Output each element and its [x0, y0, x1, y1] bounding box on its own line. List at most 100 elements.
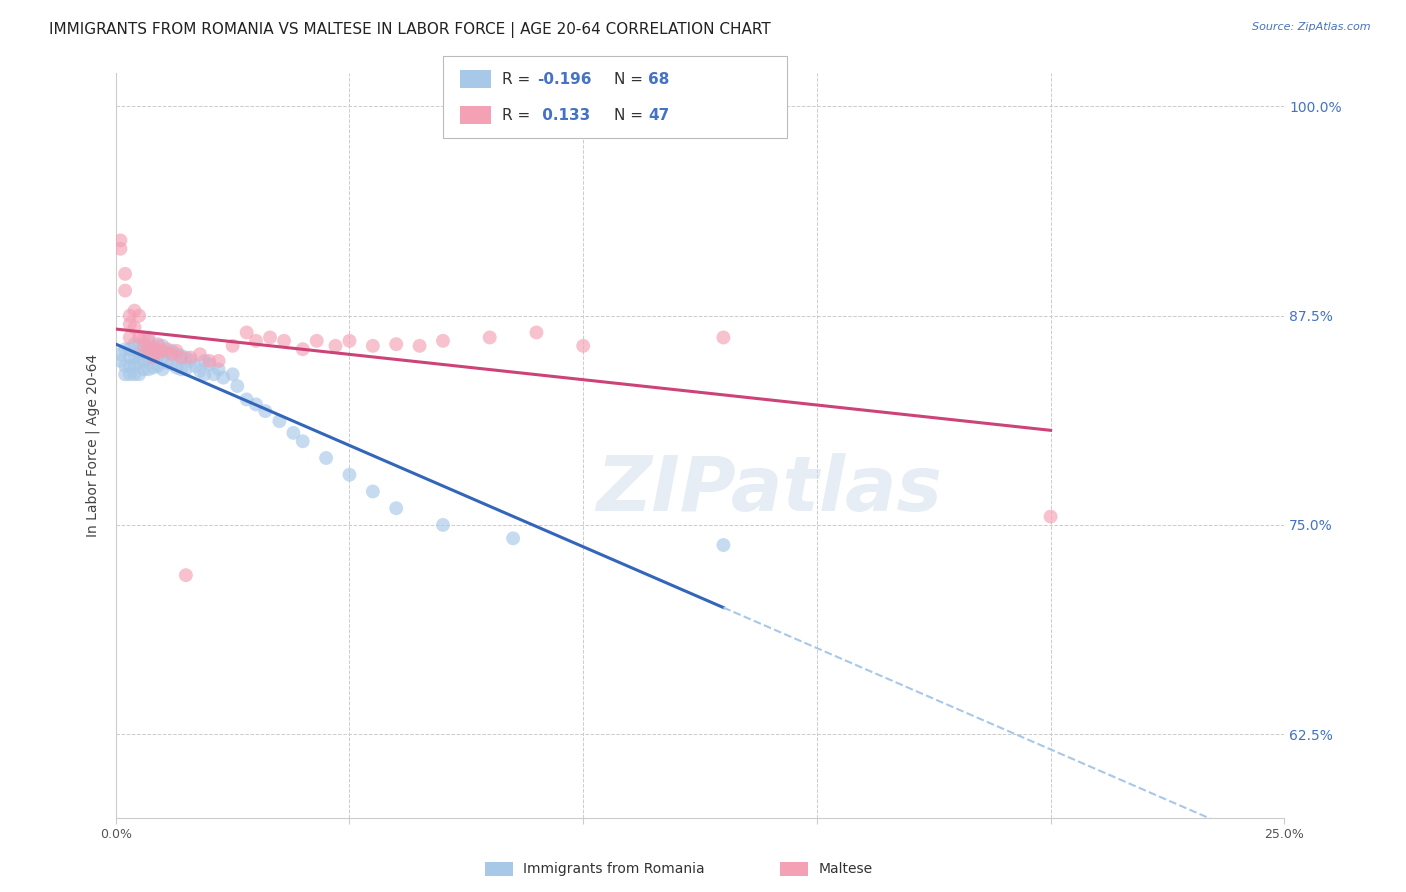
- Point: [170, 349, 193, 363]
- Point: [118, 359, 141, 373]
- Point: [128, 339, 150, 353]
- Point: [128, 347, 150, 361]
- Point: [152, 351, 174, 365]
- Point: [152, 339, 174, 353]
- Text: 0.133: 0.133: [537, 108, 591, 123]
- Point: [118, 309, 141, 323]
- Point: [160, 357, 183, 371]
- Point: [273, 334, 295, 348]
- Point: [408, 339, 430, 353]
- Point: [283, 425, 305, 440]
- Point: [361, 484, 384, 499]
- Point: [245, 334, 267, 348]
- Text: Source: ZipAtlas.com: Source: ZipAtlas.com: [1253, 22, 1371, 32]
- Point: [146, 339, 169, 353]
- Point: [114, 359, 136, 373]
- Point: [170, 351, 193, 365]
- Point: [478, 330, 501, 344]
- Point: [118, 368, 141, 382]
- Point: [124, 351, 146, 365]
- Point: [572, 339, 595, 353]
- Point: [114, 368, 136, 382]
- Point: [315, 450, 337, 465]
- Point: [160, 343, 183, 358]
- Point: [385, 337, 408, 351]
- Point: [128, 368, 150, 382]
- Text: R =: R =: [502, 108, 536, 123]
- Point: [114, 342, 136, 356]
- Point: [291, 434, 314, 449]
- Text: ZIPatlas: ZIPatlas: [598, 453, 943, 527]
- Point: [207, 354, 229, 368]
- Point: [174, 568, 197, 582]
- Text: IMMIGRANTS FROM ROMANIA VS MALTESE IN LABOR FORCE | AGE 20-64 CORRELATION CHART: IMMIGRANTS FROM ROMANIA VS MALTESE IN LA…: [49, 22, 770, 38]
- Point: [207, 362, 229, 376]
- Point: [152, 343, 174, 358]
- Point: [132, 345, 155, 359]
- Point: [110, 347, 132, 361]
- Point: [142, 349, 165, 363]
- Point: [142, 341, 165, 355]
- Text: N =: N =: [614, 108, 648, 123]
- Point: [180, 354, 202, 368]
- Point: [166, 360, 188, 375]
- Point: [146, 349, 169, 363]
- Point: [194, 368, 217, 382]
- Point: [132, 362, 155, 376]
- Point: [526, 326, 548, 340]
- Point: [142, 341, 165, 355]
- Text: 47: 47: [648, 108, 669, 123]
- Point: [114, 284, 136, 298]
- Point: [174, 362, 197, 376]
- Point: [156, 355, 179, 369]
- Point: [132, 354, 155, 368]
- Point: [156, 342, 179, 356]
- Point: [259, 330, 281, 344]
- Point: [305, 334, 328, 348]
- Point: [339, 467, 361, 482]
- Point: [128, 355, 150, 369]
- Point: [128, 309, 150, 323]
- Text: Immigrants from Romania: Immigrants from Romania: [523, 862, 704, 876]
- Point: [188, 347, 211, 361]
- Text: R =: R =: [502, 71, 536, 87]
- Point: [118, 351, 141, 365]
- Point: [166, 343, 188, 358]
- Point: [138, 342, 160, 356]
- Point: [132, 341, 155, 355]
- Point: [254, 404, 277, 418]
- Text: Maltese: Maltese: [818, 862, 872, 876]
- Point: [432, 334, 454, 348]
- Text: 68: 68: [648, 71, 669, 87]
- Y-axis label: In Labor Force | Age 20-64: In Labor Force | Age 20-64: [86, 354, 100, 537]
- Point: [212, 370, 235, 384]
- Point: [166, 347, 188, 361]
- Point: [124, 337, 146, 351]
- Point: [325, 339, 347, 353]
- Point: [128, 330, 150, 344]
- Point: [291, 342, 314, 356]
- Point: [221, 339, 243, 353]
- Point: [202, 368, 225, 382]
- Point: [269, 414, 291, 428]
- Point: [138, 362, 160, 376]
- Point: [184, 359, 207, 373]
- Point: [124, 320, 146, 334]
- Point: [502, 532, 524, 546]
- Point: [174, 351, 197, 365]
- Point: [156, 345, 179, 359]
- Point: [152, 362, 174, 376]
- Point: [180, 351, 202, 365]
- Point: [114, 267, 136, 281]
- Point: [713, 538, 735, 552]
- Point: [124, 359, 146, 373]
- Point: [138, 342, 160, 356]
- Point: [142, 360, 165, 375]
- Point: [110, 233, 132, 247]
- Point: [118, 342, 141, 356]
- Point: [339, 334, 361, 348]
- Point: [118, 317, 141, 331]
- Point: [198, 354, 221, 368]
- Point: [194, 354, 217, 368]
- Point: [198, 357, 221, 371]
